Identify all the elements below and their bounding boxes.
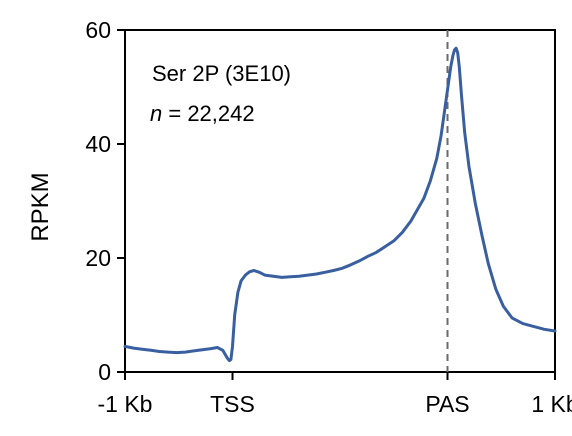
x-tick-label: PAS <box>425 391 469 417</box>
y-tick-label: 0 <box>98 359 111 385</box>
annotation-title: Ser 2P (3E10) <box>152 61 291 86</box>
plot-frame <box>124 29 556 373</box>
rpkm-profile-line <box>123 46 557 363</box>
x-tick-label: TSS <box>210 391 255 417</box>
x-tick-label: 1 Kb <box>531 391 572 417</box>
annotation-n-value: = 22,242 <box>162 101 254 126</box>
annotation-n: n = 22,242 <box>150 101 255 126</box>
annotation-n-symbol: n <box>150 101 162 126</box>
x-tick-label: -1 Kb <box>98 391 153 417</box>
y-axis-label: RPKM <box>27 172 54 241</box>
y-tick-label: 60 <box>85 17 111 43</box>
plot-layer: 0 20 40 60 -1 Kb TSS PAS 1 Kb <box>85 17 572 417</box>
y-tick-label: 20 <box>85 245 111 271</box>
y-tick-label: 40 <box>85 131 111 157</box>
